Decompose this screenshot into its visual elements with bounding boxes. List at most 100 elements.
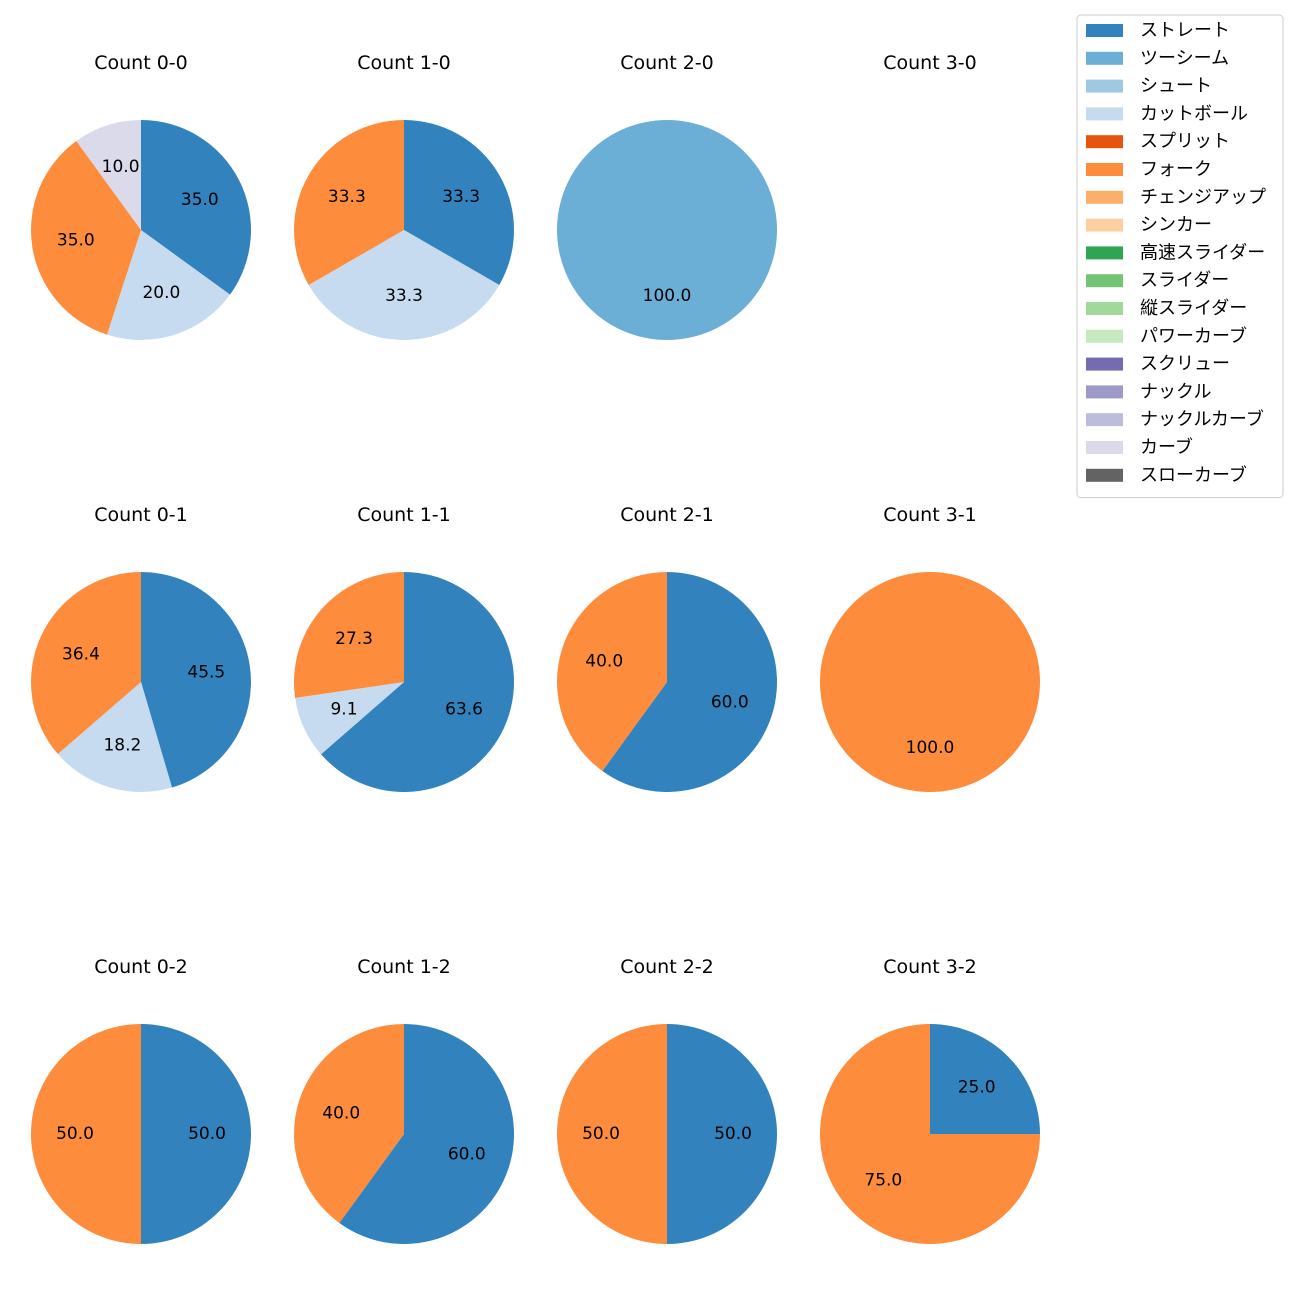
legend-swatch xyxy=(1086,468,1123,482)
pie-slice xyxy=(667,1024,777,1244)
pie-slice xyxy=(404,120,514,285)
pie-slice xyxy=(107,230,230,341)
chart-title: Count 3-2 xyxy=(883,956,977,978)
legend-entry-label: ナックル xyxy=(1140,381,1211,402)
pie-chart: Count 2-1 60.0 40.0 xyxy=(557,504,777,793)
legend-swatch xyxy=(1086,79,1123,93)
legend-entry-label: 縦スライダー xyxy=(1140,298,1247,319)
slice-value-label: 35.0 xyxy=(57,230,95,250)
pie-chart: Count 1-0 33.3 33.3 33.3 xyxy=(294,52,514,340)
legend-swatch xyxy=(1086,302,1123,315)
legend-entry-label: スローカーブ xyxy=(1140,464,1247,486)
pie-slice xyxy=(141,120,251,295)
slice-value-label: 75.0 xyxy=(864,1171,902,1191)
slice-value-label: 60.0 xyxy=(711,692,749,712)
slice-value-label: 33.3 xyxy=(442,187,480,207)
legend-entry-label: チェンジアップ xyxy=(1140,187,1266,208)
legend-entry-label: スクリュー xyxy=(1140,354,1230,375)
pie-slice xyxy=(57,682,172,792)
pie-chart: Count 0-1 45.5 18.2 36.4 xyxy=(31,504,252,792)
legend-entry-label: スプリット xyxy=(1140,131,1230,152)
pie-slice xyxy=(308,230,500,340)
pie-slice xyxy=(294,572,404,698)
slice-value-label: 100.0 xyxy=(906,738,955,758)
pie-chart: Count 0-0 35.0 20.0 35.0 10.0 xyxy=(31,52,251,341)
chart-title: Count 0-2 xyxy=(94,956,188,978)
slice-value-label: 20.0 xyxy=(142,283,180,303)
slice-value-label: 27.3 xyxy=(335,629,373,649)
slice-value-label: 40.0 xyxy=(322,1104,360,1124)
pie-slice xyxy=(602,572,777,793)
pie-slice xyxy=(31,141,141,335)
pie-slice xyxy=(557,120,777,340)
legend-entry-label: スライダー xyxy=(1140,270,1229,291)
slice-value-label: 50.0 xyxy=(582,1124,620,1144)
slice-value-label: 50.0 xyxy=(188,1124,226,1144)
chart-title: Count 2-2 xyxy=(620,956,714,978)
slice-value-label: 50.0 xyxy=(714,1124,752,1144)
legend-entry-label: 高速スライダー xyxy=(1140,242,1265,263)
legend-swatch xyxy=(1086,385,1123,399)
slice-value-label: 9.1 xyxy=(330,700,357,720)
pie-slice xyxy=(294,120,404,285)
pie-chart: Count 0-2 50.0 50.0 xyxy=(31,956,251,1244)
chart-title: Count 0-0 xyxy=(94,52,188,74)
pie-slice xyxy=(31,1024,141,1244)
pie-slice xyxy=(557,572,667,771)
legend-swatch xyxy=(1086,190,1123,204)
pie-chart: Count 1-1 63.6 9.1 27.3 xyxy=(294,504,514,792)
legend-entry-label: パワーカーブ xyxy=(1140,325,1247,347)
legend-swatch xyxy=(1086,163,1123,176)
pie-slice xyxy=(820,572,1040,792)
chart-title: Count 3-1 xyxy=(883,504,977,526)
legend-frame xyxy=(1076,14,1284,499)
legend-swatch xyxy=(1086,329,1123,343)
pie-slice xyxy=(930,1024,1040,1134)
pie-slice xyxy=(31,572,142,755)
legend-swatch xyxy=(1086,246,1123,260)
legend-entry-label: カットボール xyxy=(1140,103,1248,124)
pie-slice xyxy=(820,1024,1040,1244)
pie-slice xyxy=(295,682,404,755)
legend-entry-label: ツーシーム xyxy=(1140,48,1229,69)
slice-value-label: 33.3 xyxy=(385,286,423,306)
pie-slice xyxy=(76,120,141,230)
pie-chart: Count 3-0 xyxy=(883,52,977,74)
pie-slice xyxy=(557,1024,667,1244)
chart-title: Count 1-2 xyxy=(357,956,451,978)
legend-swatch xyxy=(1086,441,1123,454)
slice-value-label: 25.0 xyxy=(958,1077,996,1097)
legend: ストレートツーシームシュートカットボールスプリットフォークチェンジアップシンカー… xyxy=(1076,14,1284,499)
pie-slice xyxy=(339,1024,515,1244)
slice-value-label: 100.0 xyxy=(643,286,692,306)
pie-slice xyxy=(294,1024,404,1223)
legend-swatch xyxy=(1086,107,1123,121)
legend-entry-label: カーブ xyxy=(1140,436,1193,458)
slice-value-label: 10.0 xyxy=(102,157,140,177)
pie-chart: Count 2-2 50.0 50.0 xyxy=(557,956,777,1244)
slice-value-label: 35.0 xyxy=(181,190,219,210)
legend-swatch xyxy=(1086,51,1123,65)
slice-value-label: 50.0 xyxy=(56,1124,94,1144)
chart-title: Count 1-1 xyxy=(357,504,451,526)
legend-swatch xyxy=(1086,218,1123,232)
legend-swatch xyxy=(1086,413,1123,427)
chart-title: Count 0-1 xyxy=(94,504,188,526)
pie-chart: Count 2-0 100.0 xyxy=(557,52,777,340)
slice-value-label: 18.2 xyxy=(103,735,141,755)
slice-value-label: 60.0 xyxy=(448,1144,486,1164)
pie-slice xyxy=(141,1024,251,1244)
slice-value-label: 36.4 xyxy=(62,645,100,665)
chart-title: Count 2-0 xyxy=(620,52,714,74)
chart-title: Count 1-0 xyxy=(357,52,451,74)
legend-entry-label: フォーク xyxy=(1140,159,1212,180)
pie-slice xyxy=(321,572,514,792)
pie-chart: Count 3-1 100.0 xyxy=(820,504,1040,792)
pie-slice xyxy=(141,572,252,788)
slice-value-label: 33.3 xyxy=(328,187,366,207)
legend-swatch xyxy=(1086,357,1123,371)
legend-swatch xyxy=(1086,274,1123,288)
slice-value-label: 40.0 xyxy=(585,652,623,672)
pie-chart: Count 1-2 60.0 40.0 xyxy=(294,956,515,1244)
